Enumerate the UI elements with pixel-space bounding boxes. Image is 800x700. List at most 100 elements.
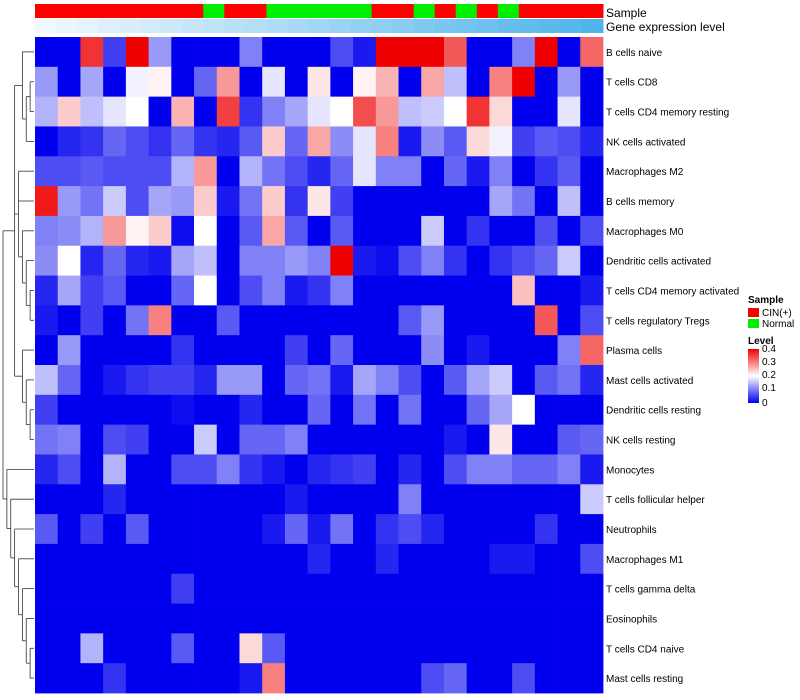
- heatmap-cell: [330, 543, 354, 575]
- heatmap-cell: [307, 573, 331, 604]
- heatmap-cell: [216, 663, 240, 694]
- heatmap-cell: [80, 603, 104, 634]
- heatmap-cell: [421, 37, 445, 68]
- heatmap-cell: [466, 215, 490, 247]
- heatmap-cell: [35, 126, 59, 157]
- heatmap-cell: [375, 543, 399, 575]
- heatmap-cell: [57, 454, 81, 485]
- heatmap-cell: [239, 275, 263, 306]
- heatmap-cell: [534, 96, 558, 127]
- heatmap-cell: [353, 156, 377, 187]
- heatmap-cell: [353, 573, 377, 604]
- row-label: Macrophages M1: [606, 555, 684, 566]
- heatmap-cell: [216, 573, 240, 604]
- heatmap-cell: [330, 96, 354, 127]
- heatmap-cell: [171, 365, 195, 396]
- heatmap-cell: [35, 484, 59, 515]
- heatmap-cell: [580, 245, 604, 276]
- expression-cell: [224, 19, 246, 33]
- heatmap-cell: [557, 215, 581, 247]
- heatmap-cell: [534, 663, 558, 694]
- heatmap-cell: [557, 156, 581, 187]
- heatmap-cell: [557, 275, 581, 306]
- row-label: T cells CD4 memory activated: [606, 286, 739, 297]
- heatmap-cell: [398, 126, 422, 157]
- heatmap-cell: [216, 365, 240, 396]
- heatmap-cell: [580, 603, 604, 634]
- heatmap-cell: [375, 96, 399, 127]
- expression-cell: [182, 19, 204, 33]
- heatmap-cell: [171, 484, 195, 515]
- heatmap-cell: [557, 96, 581, 127]
- heatmap-cell: [148, 543, 172, 575]
- heatmap-cell: [512, 633, 536, 664]
- heatmap-cell: [35, 96, 59, 127]
- heatmap-cell: [421, 603, 445, 634]
- heatmap-cell: [398, 394, 422, 426]
- heatmap-cell: [194, 156, 218, 187]
- expression-cell: [98, 19, 120, 33]
- heatmap-cell: [580, 454, 604, 485]
- heatmap-cell: [466, 454, 490, 485]
- heatmap-cell: [262, 305, 286, 336]
- heatmap-cell: [580, 484, 604, 515]
- heatmap-cell: [307, 484, 331, 515]
- heatmap-cell: [512, 484, 536, 515]
- heatmap-cell: [307, 156, 331, 187]
- heatmap-cell: [194, 454, 218, 485]
- heatmap-cell: [443, 37, 468, 68]
- heatmap-cell: [557, 484, 581, 515]
- sample-cell: [434, 4, 457, 18]
- row-label: NK cells resting: [606, 436, 675, 447]
- heatmap-cell: [398, 66, 422, 98]
- sample-cell: [539, 4, 562, 18]
- row-label: T cells follicular helper: [606, 495, 705, 506]
- heatmap-cell: [148, 126, 172, 157]
- heatmap-cell: [307, 454, 331, 485]
- heatmap-cell: [489, 275, 513, 306]
- heatmap-cell: [534, 394, 558, 426]
- heatmap-cell: [421, 66, 445, 98]
- heatmap-cell: [330, 37, 354, 68]
- heatmap-cell: [330, 245, 354, 276]
- heatmap-cell: [57, 603, 81, 634]
- heatmap-cell: [239, 186, 263, 217]
- heatmap-cell: [421, 663, 445, 694]
- heatmap-cell: [534, 484, 558, 515]
- heatmap-cell: [330, 186, 354, 217]
- heatmap-cell: [398, 365, 422, 396]
- heatmap-cell: [148, 215, 172, 247]
- expression-cell: [287, 19, 309, 33]
- heatmap-cell: [171, 514, 195, 545]
- heatmap-cell: [216, 156, 240, 187]
- heatmap-cell: [80, 573, 104, 604]
- heatmap-cell: [489, 37, 513, 68]
- heatmap-cell: [398, 335, 422, 366]
- heatmap-cell: [57, 126, 81, 157]
- heatmap-cell: [194, 275, 218, 306]
- heatmap-cell: [489, 514, 513, 545]
- expression-cell: [203, 19, 225, 33]
- sample-cell: [371, 4, 394, 18]
- expression-cell: [350, 19, 373, 33]
- heatmap-cell: [171, 603, 195, 634]
- legend-sample-title: Sample: [748, 295, 784, 306]
- heatmap-cell: [171, 275, 195, 306]
- heatmap-cell: [353, 633, 377, 664]
- heatmap-cell: [398, 633, 422, 664]
- heatmap-cell: [512, 424, 536, 455]
- expression-cell: [77, 19, 99, 33]
- heatmap-cell: [239, 484, 263, 515]
- heatmap-cell: [262, 633, 286, 664]
- heatmap-cell: [512, 603, 536, 634]
- heatmap-cell: [557, 514, 581, 545]
- heatmap-cell: [557, 37, 581, 68]
- heatmap-cell: [284, 633, 309, 664]
- heatmap-cell: [330, 573, 354, 604]
- row-label: Plasma cells: [606, 346, 662, 357]
- heatmap-cell: [171, 156, 195, 187]
- legend-color-bar: [748, 349, 759, 403]
- heatmap-cell: [353, 484, 377, 515]
- heatmap-cell: [375, 275, 399, 306]
- heatmap-cell: [443, 663, 468, 694]
